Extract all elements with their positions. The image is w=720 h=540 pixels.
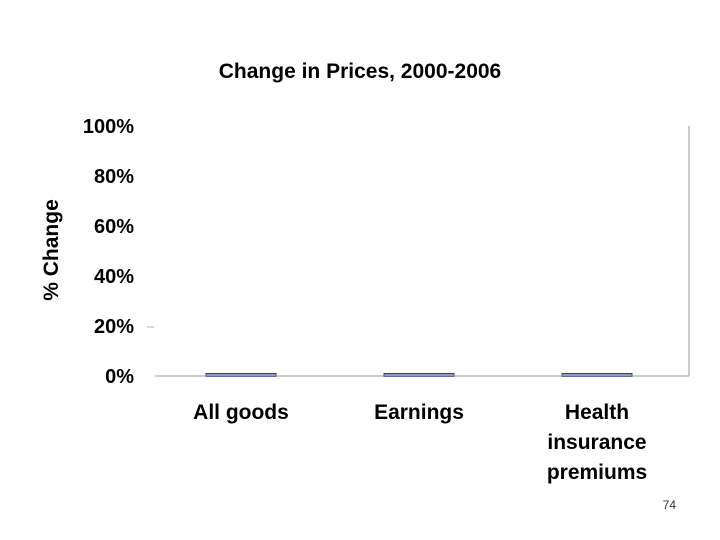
- y-axis-ticks: 0% 20% 40% 60% 80% 100%: [83, 116, 134, 388]
- x-category-label-line: Earnings: [374, 401, 464, 424]
- x-category-label-line: premiums: [547, 461, 647, 484]
- x-category-label: Earnings: [374, 401, 464, 424]
- chart-title: Change in Prices, 2000-2006: [219, 60, 502, 83]
- y-tick-label: 80%: [94, 166, 134, 188]
- x-category-label-line: All goods: [193, 401, 289, 424]
- y-tick-label: 40%: [94, 266, 134, 288]
- y-tick-label: 0%: [105, 366, 134, 388]
- x-axis-categories: All goods Earnings Health insurance premiums: [193, 401, 647, 484]
- y-tick-label: 100%: [83, 116, 134, 138]
- y-tick-label: 20%: [94, 316, 134, 338]
- x-category-label: Health insurance premiums: [547, 401, 647, 484]
- x-category-label: All goods: [193, 401, 289, 424]
- y-axis-label: % Change: [40, 199, 63, 301]
- y-tick-label: 60%: [94, 216, 134, 238]
- x-category-label-line: Health: [565, 401, 629, 424]
- page-number: 74: [663, 498, 677, 512]
- x-category-label-line: insurance: [547, 431, 646, 454]
